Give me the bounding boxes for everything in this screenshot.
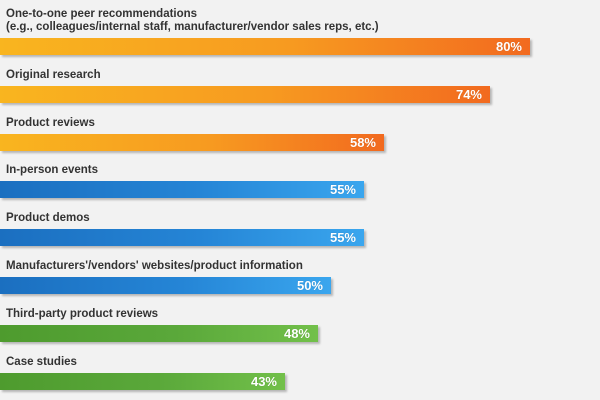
category-label: Manufacturers'/vendors' websites/product…	[6, 260, 303, 272]
category-label: In-person events	[6, 164, 99, 176]
category-label: Original research	[6, 69, 101, 81]
value-label: 48%	[283, 326, 310, 341]
bar: 48%	[0, 325, 318, 342]
value-label: 55%	[329, 182, 356, 197]
category-label: Third-party product reviews	[6, 308, 159, 320]
value-label: 58%	[349, 135, 376, 150]
bar: 80%	[0, 38, 530, 55]
category-label: One-to-one peer recommendations	[6, 8, 198, 20]
category-label: Product demos	[6, 212, 90, 224]
bar: 55%	[0, 229, 364, 246]
bar: 58%	[0, 134, 384, 151]
value-label: 74%	[455, 87, 482, 102]
category-label: Case studies	[6, 356, 77, 368]
category-label: (e.g., colleagues/internal staff, manufa…	[6, 21, 379, 33]
bar: 50%	[0, 277, 331, 294]
value-label: 43%	[250, 374, 277, 389]
bar: 55%	[0, 181, 364, 198]
category-label: Product reviews	[6, 117, 95, 129]
bar: 74%	[0, 86, 490, 103]
value-label: 55%	[329, 230, 356, 245]
value-label: 50%	[296, 278, 323, 293]
value-label: 80%	[495, 39, 522, 54]
bar: 43%	[0, 373, 285, 390]
